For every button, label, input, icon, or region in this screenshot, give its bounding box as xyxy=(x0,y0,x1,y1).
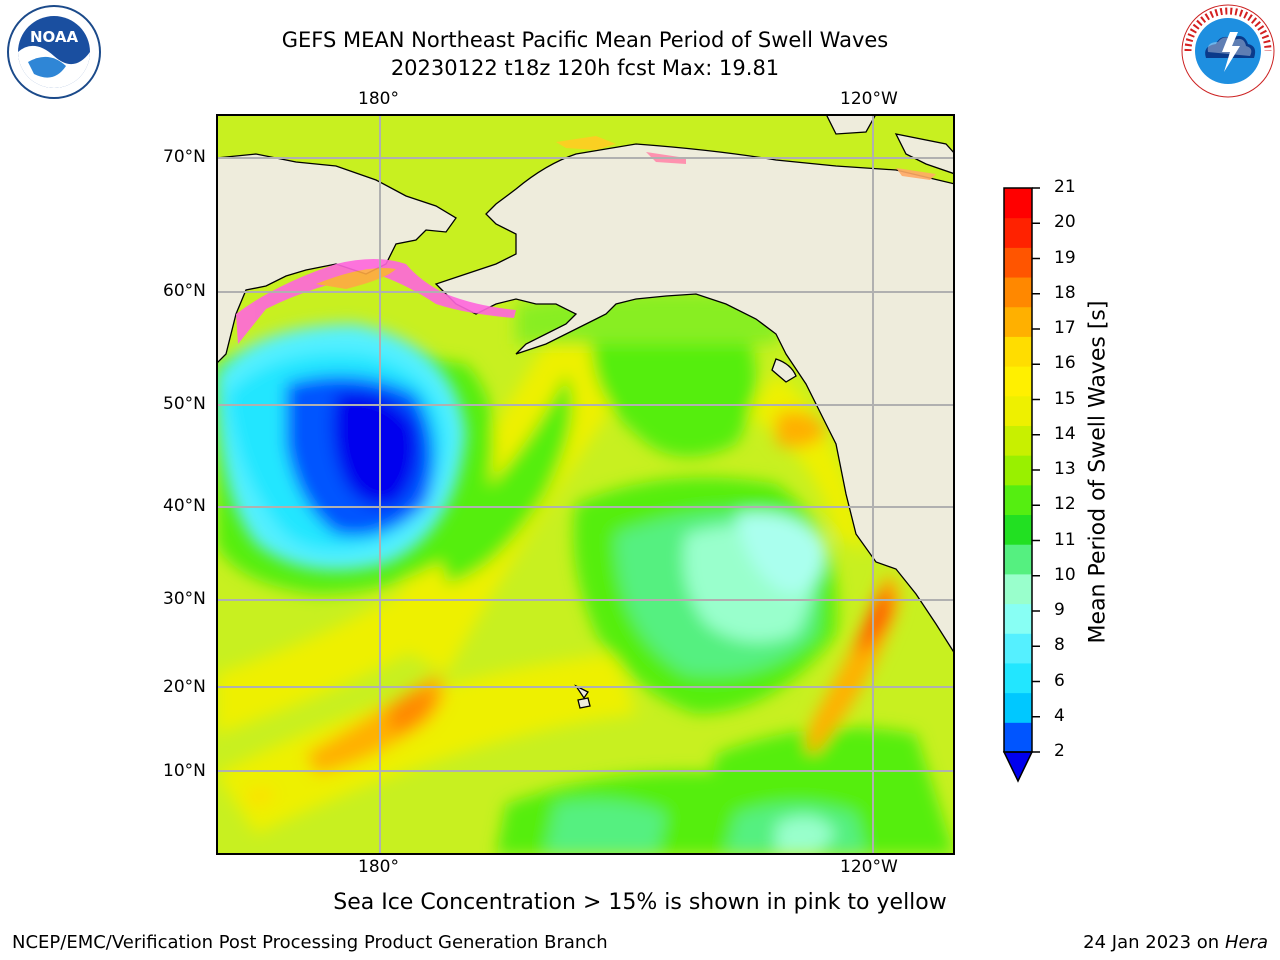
colorbar-tick-label: 20 xyxy=(1054,212,1076,233)
noaa-logo-text: NOAA xyxy=(30,28,79,46)
colorbar-segment xyxy=(1004,336,1032,367)
lon-label-bottom-180: 180° xyxy=(358,857,399,877)
lon-label-top-120w: 120°W xyxy=(840,89,898,109)
footer-host: Hera xyxy=(1224,932,1268,953)
footer-credit: NCEP/EMC/Verification Post Processing Pr… xyxy=(12,932,608,953)
colorbar-extend-triangle xyxy=(1002,751,1034,783)
swell-period-map xyxy=(216,114,955,855)
colorbar-segment xyxy=(1004,217,1032,248)
colorbar-segment xyxy=(1004,722,1032,753)
colorbar-segment xyxy=(1004,188,1032,219)
lat-label-50n: 50°N xyxy=(163,394,206,414)
colorbar-tick-label: 11 xyxy=(1054,529,1076,550)
colorbar-segment xyxy=(1004,366,1032,397)
colorbar-segment xyxy=(1004,306,1032,337)
colorbar-segment xyxy=(1004,573,1032,605)
graticule xyxy=(216,114,955,855)
colorbar-segment xyxy=(1004,514,1032,545)
lon-label-bottom-120w: 120°W xyxy=(840,857,898,877)
swell-low-cell xyxy=(216,324,466,571)
footer-date: 24 Jan 2023 on Hera xyxy=(1083,932,1268,953)
lat-label-70n: 70°N xyxy=(163,147,206,167)
colorbar-tick-labels: 2 4 6 8 9 10 11 12 13 14 15 16 17 18 19 20 21 xyxy=(1054,177,1094,761)
colorbar-tick-label: 15 xyxy=(1054,388,1076,409)
colorbar-segment xyxy=(1004,484,1032,516)
nws-logo xyxy=(1181,4,1275,98)
colorbar-segment xyxy=(1004,455,1032,486)
colorbar-tick-label: 19 xyxy=(1054,247,1076,268)
colorbar-segment xyxy=(1004,662,1032,694)
colorbar-segment xyxy=(1004,544,1032,575)
colorbar-tick-label: 17 xyxy=(1054,318,1076,338)
lat-label-40n: 40°N xyxy=(163,496,206,516)
lon-label-top-180: 180° xyxy=(358,89,399,109)
lat-label-20n: 20°N xyxy=(163,677,206,697)
colorbar-tick-label: 18 xyxy=(1054,282,1076,303)
colorbar-tick-label: 13 xyxy=(1054,459,1076,479)
footer-date-text: 24 Jan 2023 on xyxy=(1083,932,1225,953)
colorbar-segment xyxy=(1004,603,1032,634)
colorbar-tick-label: 4 xyxy=(1054,705,1065,726)
map-subtitle: 20230122 t18z 120h fcst Max: 19.81 xyxy=(390,56,780,80)
colorbar-tick-label: 8 xyxy=(1054,635,1065,656)
map-frame xyxy=(216,114,955,855)
colorbar-tick-label: 9 xyxy=(1054,600,1065,620)
colorbar xyxy=(1002,187,1040,783)
map-title: GEFS MEAN Northeast Pacific Mean Period … xyxy=(281,28,889,52)
colorbar-segment xyxy=(1004,692,1032,723)
colorbar-tick-label: 16 xyxy=(1054,353,1076,374)
colorbar-tick-label: 12 xyxy=(1054,494,1076,515)
colorbar-segment xyxy=(1004,247,1032,278)
colorbar-label: Mean Period of Swell Waves [s] xyxy=(1085,300,1111,644)
landmass xyxy=(216,114,955,709)
colorbar-segment xyxy=(1004,425,1032,456)
colorbar-segment xyxy=(1004,277,1032,308)
colorbar-segment xyxy=(1004,633,1032,664)
colorbar-tick-label: 14 xyxy=(1054,423,1076,444)
colorbar-tick-label: 6 xyxy=(1054,670,1065,691)
colorbar-segment xyxy=(1004,395,1032,426)
colorbar-tick-label: 2 xyxy=(1054,741,1065,761)
lat-label-60n: 60°N xyxy=(163,281,206,301)
colorbar-tick-label: 21 xyxy=(1054,177,1076,197)
noaa-logo: NOAA xyxy=(7,5,101,99)
colorbar-tick-label: 10 xyxy=(1054,564,1076,585)
lat-label-10n: 10°N xyxy=(163,761,206,781)
lat-label-30n: 30°N xyxy=(163,589,206,609)
sea-ice-caption: Sea Ice Concentration > 15% is shown in … xyxy=(333,890,947,915)
